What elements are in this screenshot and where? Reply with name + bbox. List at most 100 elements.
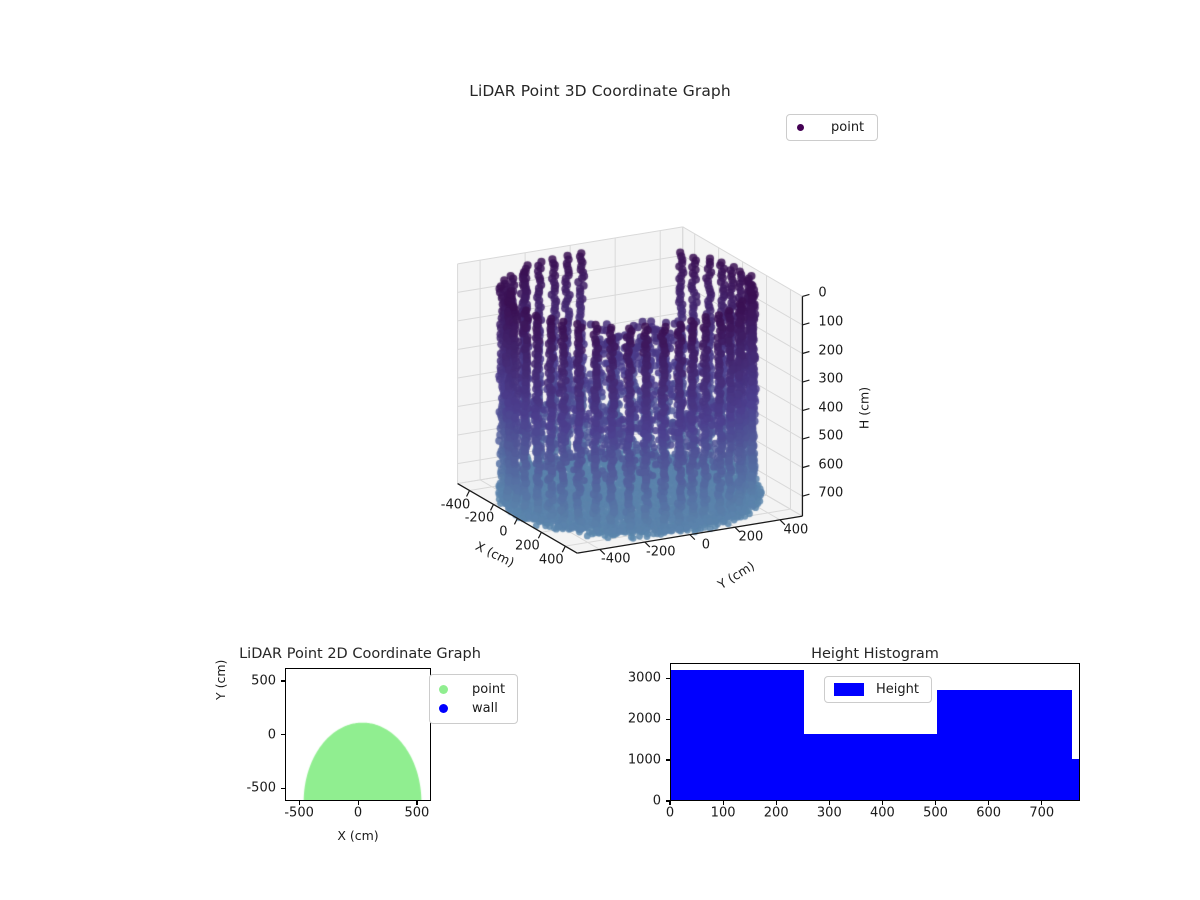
axis-tick xyxy=(281,680,285,682)
tick-label: 500 xyxy=(404,805,430,821)
tick-label: 400 xyxy=(538,552,564,568)
tick-label: 0 xyxy=(267,727,276,742)
tick-label: 3000 xyxy=(627,670,661,686)
tick-label: 600 xyxy=(976,805,1002,821)
histogram-bar[interactable] xyxy=(936,690,1072,800)
axis-tick xyxy=(802,379,810,383)
axis-tick xyxy=(828,801,830,805)
tick-label: 600 xyxy=(818,457,844,473)
legend-wall-label: wall xyxy=(472,701,498,716)
legend-point-marker-icon xyxy=(797,124,804,131)
x-axis-line xyxy=(457,482,578,554)
axis-tick xyxy=(689,534,696,541)
tick-label: 0 xyxy=(353,805,363,821)
histogram-title: Height Histogram xyxy=(811,646,939,662)
tick-label: -200 xyxy=(646,544,676,560)
tick-label: 200 xyxy=(738,529,764,545)
tick-label: -400 xyxy=(440,497,471,512)
histogram-bar[interactable] xyxy=(1071,759,1079,800)
axis-tick xyxy=(988,801,990,805)
axis-tick xyxy=(466,490,471,497)
axis-tick xyxy=(561,545,566,553)
axis-tick xyxy=(537,531,542,539)
axis-tick xyxy=(802,350,810,355)
axis-tick xyxy=(802,293,810,298)
plot3d-axis-lines xyxy=(457,293,810,555)
histogram-bar[interactable] xyxy=(671,669,804,800)
axis-tick xyxy=(802,322,810,326)
plot3d-point-cloud xyxy=(330,140,950,640)
tick-label: -500 xyxy=(284,805,314,821)
histogram-axes[interactable] xyxy=(670,663,1080,801)
tick-label: 200 xyxy=(514,538,540,554)
axis-tick xyxy=(734,526,741,533)
plot3d-title: LiDAR Point 3D Coordinate Graph xyxy=(469,82,731,100)
histogram-legend[interactable]: Height xyxy=(824,676,932,703)
axis-tick xyxy=(802,436,810,440)
axis-tick xyxy=(802,493,810,497)
tick-label: -200 xyxy=(464,510,495,526)
axis-tick xyxy=(802,465,810,469)
plot3d-legend[interactable]: point xyxy=(786,114,879,141)
tick-label: 0 xyxy=(665,805,675,821)
tick-label: 100 xyxy=(818,314,844,330)
legend-point-label: point xyxy=(831,120,865,135)
tick-label: 0 xyxy=(701,537,710,553)
axis-tick xyxy=(934,801,937,805)
legend-item-wall[interactable]: wall xyxy=(439,699,505,718)
plot3d-zlabel: H (cm) xyxy=(856,387,872,430)
plot3d-axes[interactable] xyxy=(330,140,950,640)
tick-label: 300 xyxy=(818,371,844,387)
axis-tick xyxy=(775,801,777,805)
axis-tick xyxy=(666,718,670,720)
tick-label: 1000 xyxy=(627,752,661,768)
tick-label: 300 xyxy=(816,805,842,821)
tick-label: -500 xyxy=(246,780,276,796)
tick-label: 2000 xyxy=(627,711,661,727)
legend-point-label: point xyxy=(472,682,506,697)
tick-label: 400 xyxy=(818,400,844,416)
axis-tick xyxy=(666,800,670,802)
legend-wall-marker-icon xyxy=(439,704,448,713)
tick-label: 100 xyxy=(710,805,736,821)
axis-tick xyxy=(669,801,671,805)
axis-tick xyxy=(722,801,724,805)
tick-label: 500 xyxy=(818,428,844,444)
tick-label: -400 xyxy=(601,551,631,567)
legend-item-point[interactable]: point xyxy=(439,680,505,699)
plot2d-xlabel: X (cm) xyxy=(337,828,379,843)
axis-tick xyxy=(644,541,651,548)
plot2d-legend[interactable]: point wall xyxy=(429,674,519,724)
plot2d-axes[interactable] xyxy=(285,668,431,801)
axis-tick xyxy=(1041,801,1043,805)
plot2d-ylabel: Y (cm) xyxy=(213,659,228,700)
axis-tick xyxy=(281,734,285,736)
tick-label: 200 xyxy=(818,343,844,358)
axis-tick xyxy=(802,407,810,412)
tick-label: 500 xyxy=(923,805,948,821)
legend-point-marker-icon xyxy=(439,685,448,694)
tick-label: 0 xyxy=(499,524,508,540)
legend-height-label: Height xyxy=(876,682,919,697)
tick-label: 700 xyxy=(1029,805,1055,821)
tick-label: 500 xyxy=(251,673,276,689)
tick-label: 400 xyxy=(870,805,895,821)
axis-tick xyxy=(881,801,884,805)
tick-label: 0 xyxy=(652,793,661,809)
axis-tick xyxy=(513,518,518,525)
axis-tick xyxy=(489,504,495,511)
plot2d-title: LiDAR Point 2D Coordinate Graph xyxy=(239,646,481,662)
axis-tick xyxy=(281,787,285,789)
axis-tick xyxy=(357,801,359,805)
tick-label: 0 xyxy=(818,285,827,301)
histogram-bar[interactable] xyxy=(803,734,937,800)
axis-tick xyxy=(416,801,418,805)
legend-height-patch-icon xyxy=(834,683,864,696)
tick-label: 400 xyxy=(783,522,809,538)
axis-tick xyxy=(779,519,786,526)
tick-label: 700 xyxy=(818,485,844,501)
tick-label: 200 xyxy=(763,805,789,821)
axis-tick xyxy=(599,549,606,555)
axis-tick xyxy=(666,759,670,761)
